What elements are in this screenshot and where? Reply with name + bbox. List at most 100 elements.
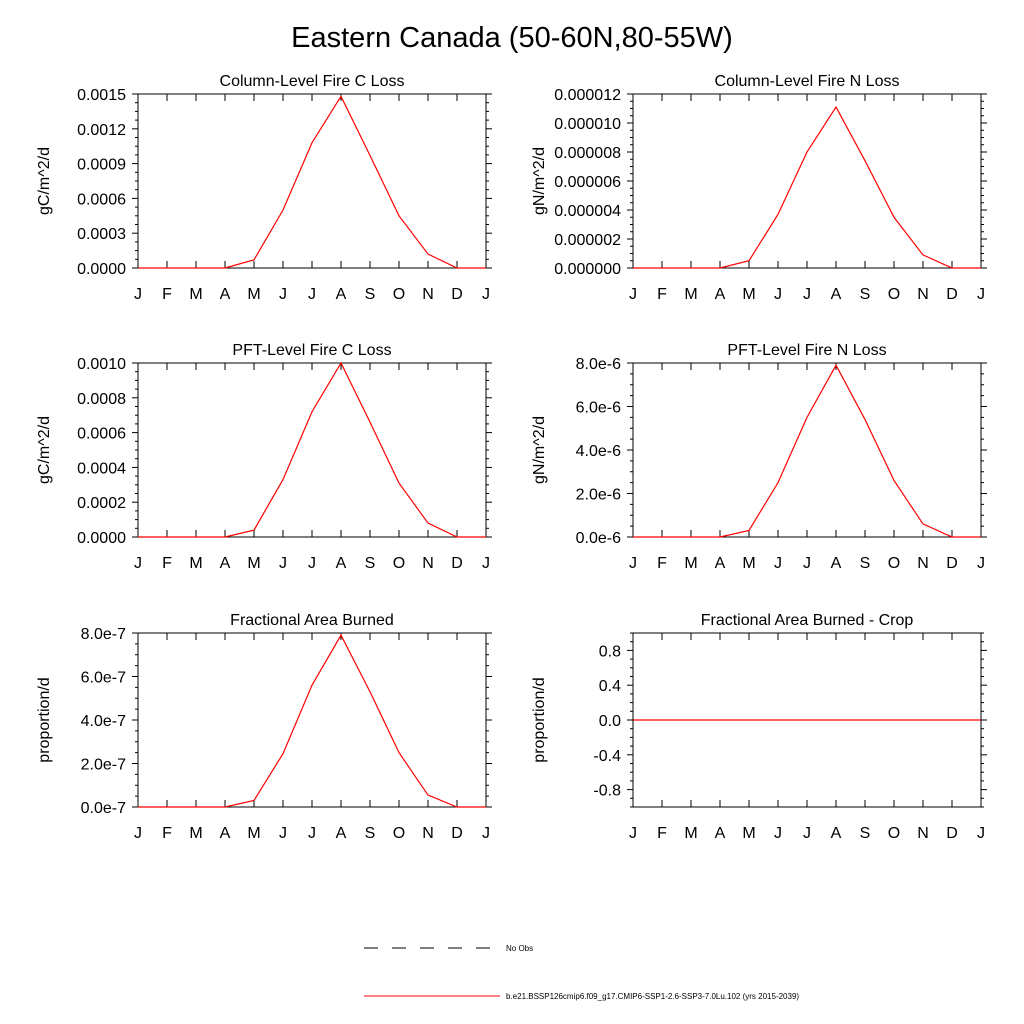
x-tick-label: M	[189, 555, 202, 572]
x-tick-label: J	[308, 286, 316, 303]
x-tick-label: M	[742, 555, 755, 572]
x-tick-label: J	[803, 555, 811, 572]
x-tick-label: N	[422, 555, 434, 572]
y-tick-label: 4.0e-7	[81, 713, 126, 730]
x-tick-label: S	[860, 825, 871, 842]
x-tick-label: F	[162, 825, 172, 842]
x-tick-label: N	[422, 286, 434, 303]
y-tick-label: 0.0	[599, 713, 621, 730]
y-tick-label: 0.000012	[554, 87, 621, 104]
y-tick-label: 0.000008	[554, 145, 621, 162]
x-tick-label: A	[220, 825, 231, 842]
panel-title: Fractional Area Burned	[230, 612, 394, 629]
x-tick-label: S	[860, 555, 871, 572]
x-tick-label: M	[189, 286, 202, 303]
x-tick-label: J	[629, 286, 637, 303]
x-tick-label: J	[629, 555, 637, 572]
x-tick-label: O	[888, 555, 900, 572]
y-tick-label: 0.0006	[77, 191, 126, 208]
x-tick-label: J	[977, 286, 985, 303]
x-tick-label: A	[336, 555, 347, 572]
x-tick-label: J	[308, 825, 316, 842]
x-tick-label: M	[742, 286, 755, 303]
x-tick-label: J	[134, 825, 142, 842]
x-tick-label: S	[365, 825, 376, 842]
panel-title: Column-Level Fire N Loss	[715, 73, 900, 90]
x-tick-label: M	[247, 286, 260, 303]
x-tick-label: D	[946, 555, 958, 572]
x-tick-label: A	[831, 286, 842, 303]
x-tick-label: J	[279, 555, 287, 572]
x-tick-label: J	[482, 286, 490, 303]
y-tick-label: 6.0e-6	[576, 400, 621, 417]
x-tick-label: A	[336, 825, 347, 842]
legend-model-label: b.e21.BSSP126cmip6.f09_g17.CMIP6-SSP1-2.…	[506, 992, 799, 1001]
x-tick-label: N	[917, 555, 929, 572]
x-tick-label: J	[134, 286, 142, 303]
y-tick-label: -0.8	[593, 783, 621, 800]
y-tick-label: 0.0012	[77, 122, 126, 139]
y-tick-label: 0.0010	[77, 356, 126, 373]
y-tick-label: 8.0e-6	[576, 356, 621, 373]
y-tick-label: 0.0015	[77, 87, 126, 104]
x-tick-label: A	[220, 286, 231, 303]
x-tick-label: F	[162, 555, 172, 572]
x-tick-label: N	[917, 825, 929, 842]
y-tick-label: 0.0003	[77, 226, 126, 243]
series-line	[138, 95, 486, 269]
x-tick-label: A	[831, 825, 842, 842]
figure-title: Eastern Canada (50-60N,80-55W)	[291, 22, 733, 54]
x-tick-label: O	[888, 825, 900, 842]
x-tick-label: J	[977, 825, 985, 842]
y-axis-label: gN/m^2/d	[531, 147, 548, 215]
plot-frame	[632, 362, 982, 538]
x-tick-label: M	[247, 825, 260, 842]
x-tick-label: A	[220, 555, 231, 572]
y-tick-label: 2.0e-7	[81, 757, 126, 774]
x-tick-label: J	[482, 555, 490, 572]
y-tick-label: 0.000000	[554, 261, 621, 278]
x-tick-label: S	[365, 286, 376, 303]
y-tick-label: 0.0000	[77, 530, 126, 547]
y-tick-label: 0.0000	[77, 261, 126, 278]
x-tick-label: A	[715, 825, 726, 842]
plot-frame	[137, 632, 487, 808]
y-tick-label: 0.0008	[77, 391, 126, 408]
y-tick-label: 0.000006	[554, 174, 621, 191]
x-tick-label: M	[684, 286, 697, 303]
panel-title: PFT-Level Fire N Loss	[727, 342, 886, 359]
y-tick-label: 4.0e-6	[576, 443, 621, 460]
y-tick-label: 0.0009	[77, 157, 126, 174]
x-tick-label: J	[134, 555, 142, 572]
series-line	[633, 363, 981, 538]
x-tick-label: N	[917, 286, 929, 303]
x-tick-label: O	[888, 286, 900, 303]
x-tick-label: F	[657, 286, 667, 303]
plot-frame	[137, 93, 487, 269]
x-tick-label: J	[482, 825, 490, 842]
x-tick-label: J	[977, 555, 985, 572]
x-tick-label: O	[393, 555, 405, 572]
x-tick-label: A	[715, 286, 726, 303]
x-tick-label: J	[774, 286, 782, 303]
y-axis-label: gN/m^2/d	[531, 416, 548, 484]
panel-title: Column-Level Fire C Loss	[220, 73, 405, 90]
y-tick-label: 2.0e-6	[576, 487, 621, 504]
y-tick-label: 8.0e-7	[81, 626, 126, 643]
y-tick-label: -0.4	[593, 748, 621, 765]
series-line	[633, 105, 981, 269]
y-tick-label: 0.0e-6	[576, 530, 621, 547]
x-tick-label: J	[774, 825, 782, 842]
x-tick-label: M	[189, 825, 202, 842]
y-tick-label: 6.0e-7	[81, 670, 126, 687]
x-tick-label: J	[279, 825, 287, 842]
x-tick-label: A	[715, 555, 726, 572]
y-axis-label: gC/m^2/d	[36, 147, 53, 215]
x-tick-label: F	[162, 286, 172, 303]
y-tick-label: 0.000004	[554, 203, 621, 220]
chart-panel-6: Fractional Area Burned - Crop proportion/…	[531, 612, 987, 842]
x-tick-label: J	[803, 286, 811, 303]
